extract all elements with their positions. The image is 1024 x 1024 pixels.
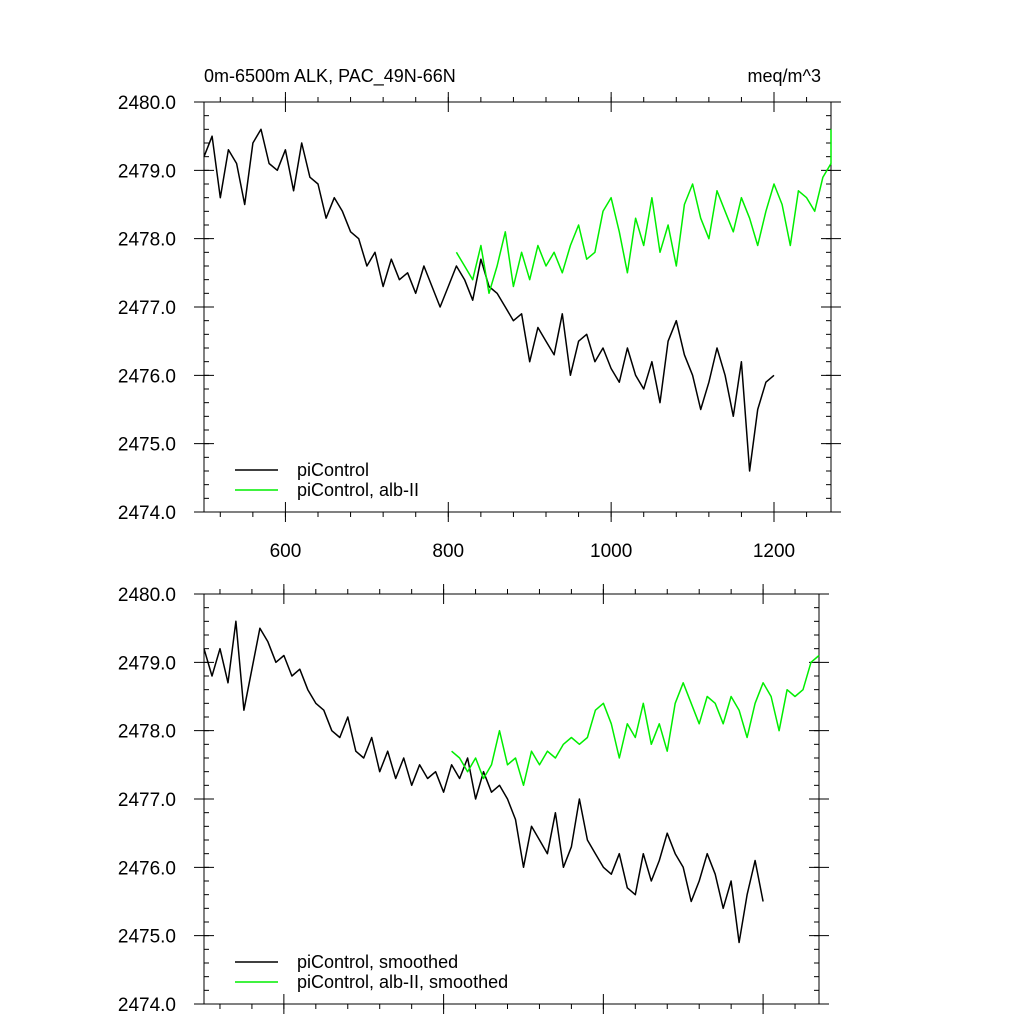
series-line-picontrol <box>203 128 775 472</box>
x-tick-label: 800 <box>432 541 464 562</box>
top-panel: 2474.0 2475.0 2476.0 2477.0 2478.0 2479.0 2480… <box>118 66 841 562</box>
series-line-picontrol-alb-ii <box>455 129 832 295</box>
legend-label: piControl <box>297 460 369 480</box>
bottom-panel: 2474.0 2475.0 2476.0 2477.0 2478.0 2479.0 2480… <box>118 584 829 1016</box>
y-tick-label: 2476.0 <box>118 366 176 387</box>
chart-title: 0m-6500m ALK, PAC_49N-66N <box>204 66 456 87</box>
y-tick-label: 2480.0 <box>118 93 176 114</box>
x-tick-label: 600 <box>270 541 302 562</box>
series-line-picontrol-alb-ii <box>451 654 820 787</box>
legend-label: piControl, alb-II, smoothed <box>297 972 508 992</box>
series-line-picontrol <box>203 620 764 944</box>
y-tick-label: 2480.0 <box>118 585 176 606</box>
y-tick-label: 2476.0 <box>118 858 176 879</box>
y-tick-label: 2474.0 <box>118 995 176 1016</box>
legend-label: piControl, alb-II <box>297 480 419 500</box>
y-tick-label: 2477.0 <box>118 298 176 319</box>
y-tick-label: 2479.0 <box>118 161 176 182</box>
y-tick-label: 2478.0 <box>118 722 176 743</box>
y-tick-label: 2477.0 <box>118 790 176 811</box>
y-tick-label: 2474.0 <box>118 503 176 524</box>
y-tick-label: 2475.0 <box>118 435 176 456</box>
y-tick-label: 2478.0 <box>118 230 176 251</box>
x-tick-label: 1200 <box>753 541 795 562</box>
plot-frame <box>203 593 820 1005</box>
y-tick-label: 2479.0 <box>118 653 176 674</box>
legend-label: piControl, smoothed <box>297 952 458 972</box>
y-tick-label: 2475.0 <box>118 927 176 948</box>
units-label: meq/m^3 <box>748 66 821 86</box>
x-tick-label: 1000 <box>590 541 632 562</box>
